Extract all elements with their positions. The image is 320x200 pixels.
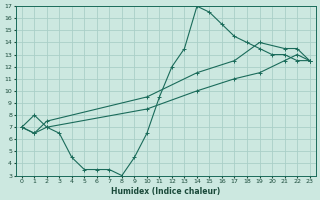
X-axis label: Humidex (Indice chaleur): Humidex (Indice chaleur) xyxy=(111,187,220,196)
